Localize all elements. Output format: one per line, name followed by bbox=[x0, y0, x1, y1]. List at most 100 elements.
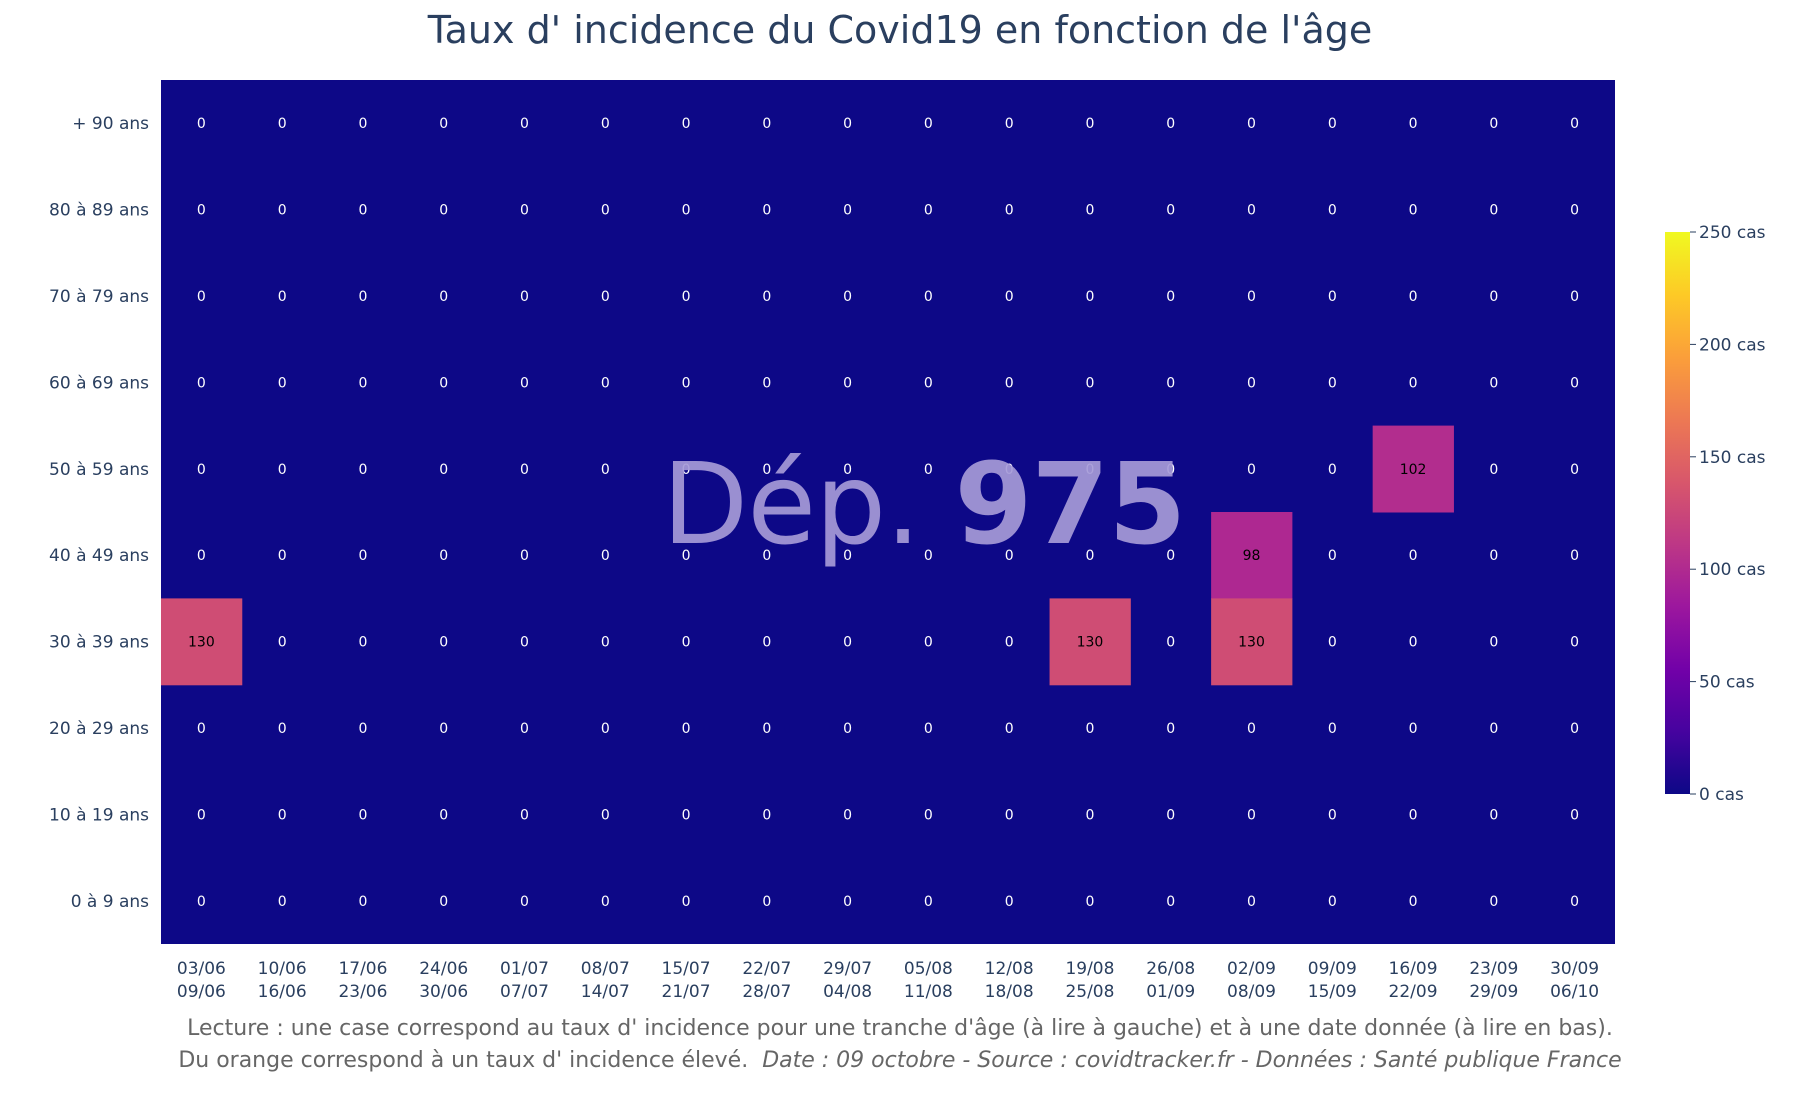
cell-value-label: 0 bbox=[439, 203, 448, 219]
cell-value-label: 0 bbox=[520, 548, 529, 564]
y-tick-label: 10 à 19 ans bbox=[49, 805, 149, 825]
cell-value-label: 0 bbox=[1085, 807, 1094, 823]
cell-value-label: 0 bbox=[762, 894, 771, 910]
cell-value-label: 0 bbox=[1085, 289, 1094, 305]
colorbar-tick-label: 150 cas bbox=[1699, 448, 1766, 468]
cell-value-label: 0 bbox=[439, 116, 448, 132]
cell-value-label: 130 bbox=[188, 635, 215, 651]
cell-value-label: 0 bbox=[1328, 894, 1337, 910]
cell-value-label: 0 bbox=[439, 635, 448, 651]
x-tick-label: 12/08 18/08 bbox=[985, 959, 1034, 1002]
cell-value-label: 0 bbox=[924, 807, 933, 823]
cell-value-label: 0 bbox=[278, 462, 287, 478]
cell-value-label: 0 bbox=[1489, 462, 1498, 478]
cell-value-label: 0 bbox=[601, 116, 610, 132]
cell-value-label: 0 bbox=[1489, 548, 1498, 564]
cell-value-label: 0 bbox=[278, 116, 287, 132]
cell-value-label: 0 bbox=[601, 894, 610, 910]
cell-value-label: 0 bbox=[762, 203, 771, 219]
y-tick-label: 20 à 29 ans bbox=[49, 719, 149, 739]
cell-value-label: 0 bbox=[1409, 807, 1418, 823]
y-tick-label: 0 à 9 ans bbox=[71, 892, 149, 912]
cell-value-label: 0 bbox=[520, 375, 529, 391]
cell-value-label: 0 bbox=[601, 375, 610, 391]
cell-value-label: 0 bbox=[1328, 116, 1337, 132]
cell-value-label: 0 bbox=[520, 462, 529, 478]
cell-value-label: 0 bbox=[358, 548, 367, 564]
cell-value-label: 0 bbox=[1409, 203, 1418, 219]
cell-value-label: 0 bbox=[1085, 721, 1094, 737]
x-tick-label: 05/08 11/08 bbox=[904, 959, 953, 1002]
cell-value-label: 0 bbox=[1005, 635, 1014, 651]
cell-value-label: 0 bbox=[439, 462, 448, 478]
cell-value-label: 0 bbox=[520, 289, 529, 305]
cell-value-label: 0 bbox=[1489, 375, 1498, 391]
cell-value-label: 0 bbox=[278, 375, 287, 391]
cell-value-label: 0 bbox=[1247, 894, 1256, 910]
cell-value-label: 0 bbox=[1570, 375, 1579, 391]
x-axis: 03/06 09/06 10/06 16/06 17/06 23/06 24/06 30/06… bbox=[177, 959, 1599, 1002]
cell-value-label: 0 bbox=[762, 721, 771, 737]
cell-value-label: 0 bbox=[1409, 721, 1418, 737]
cell-value-label: 0 bbox=[682, 894, 691, 910]
cell-value-label: 0 bbox=[1328, 635, 1337, 651]
cell-value-label: 0 bbox=[520, 807, 529, 823]
cell-value-label: 0 bbox=[439, 894, 448, 910]
cell-value-label: 0 bbox=[1570, 116, 1579, 132]
cell-value-label: 0 bbox=[843, 116, 852, 132]
cell-value-label: 0 bbox=[762, 289, 771, 305]
cell-value-label: 0 bbox=[1328, 203, 1337, 219]
cell-value-label: 0 bbox=[601, 462, 610, 478]
cell-value-label: 0 bbox=[197, 894, 206, 910]
cell-value-label: 0 bbox=[358, 203, 367, 219]
cell-value-label: 0 bbox=[1005, 894, 1014, 910]
cell-value-label: 0 bbox=[1489, 894, 1498, 910]
cell-value-label: 0 bbox=[1247, 721, 1256, 737]
chart-title: Taux d' incidence du Covid19 en fonction… bbox=[427, 8, 1373, 52]
colorbar: 0 cas 50 cas 100 cas 150 cas 200 cas 250 cas bbox=[1665, 223, 1766, 805]
cell-value-label: 0 bbox=[1005, 548, 1014, 564]
cell-value-label: 0 bbox=[1005, 721, 1014, 737]
colorbar-tick-label: 200 cas bbox=[1699, 335, 1766, 355]
y-tick-label: 70 à 79 ans bbox=[49, 287, 149, 307]
cell-value-label: 0 bbox=[1570, 462, 1579, 478]
cell-value-label: 0 bbox=[843, 375, 852, 391]
cell-value-label: 0 bbox=[1570, 807, 1579, 823]
cell-value-label: 0 bbox=[278, 635, 287, 651]
cell-value-label: 0 bbox=[278, 289, 287, 305]
cell-value-label: 0 bbox=[924, 116, 933, 132]
cell-value-label: 0 bbox=[1166, 462, 1175, 478]
cell-value-label: 0 bbox=[682, 635, 691, 651]
y-tick-label: 50 à 59 ans bbox=[49, 460, 149, 480]
cell-value-label: 0 bbox=[1005, 289, 1014, 305]
heatmap-cell bbox=[1049, 598, 1131, 686]
cell-value-label: 0 bbox=[682, 548, 691, 564]
cell-value-label: 0 bbox=[682, 807, 691, 823]
cell-value-label: 0 bbox=[1247, 289, 1256, 305]
cell-value-label: 0 bbox=[1166, 721, 1175, 737]
cell-value-label: 0 bbox=[843, 894, 852, 910]
heatmap-cells bbox=[161, 80, 1615, 944]
x-tick-label: 10/06 16/06 bbox=[258, 959, 307, 1002]
cell-value-label: 0 bbox=[1328, 807, 1337, 823]
cell-value-label: 0 bbox=[1489, 203, 1498, 219]
y-axis: + 90 ans 80 à 89 ans 70 à 79 ans 60 à 69 an… bbox=[49, 114, 149, 912]
cell-value-label: 0 bbox=[682, 375, 691, 391]
cell-value-label: 0 bbox=[278, 807, 287, 823]
cell-value-label: 130 bbox=[1238, 635, 1265, 651]
x-tick-label: 19/08 25/08 bbox=[1065, 959, 1114, 1002]
x-tick-label: 24/06 30/06 bbox=[419, 959, 468, 1002]
cell-value-label: 0 bbox=[682, 116, 691, 132]
cell-value-label: 0 bbox=[1328, 721, 1337, 737]
cell-value-label: 0 bbox=[520, 116, 529, 132]
cell-value-label: 0 bbox=[278, 203, 287, 219]
cell-value-label: 0 bbox=[1085, 894, 1094, 910]
cell-value-label: 0 bbox=[1247, 116, 1256, 132]
cell-value-label: 0 bbox=[358, 635, 367, 651]
cell-value-label: 0 bbox=[924, 721, 933, 737]
cell-value-label: 0 bbox=[520, 894, 529, 910]
cell-value-label: 0 bbox=[1166, 375, 1175, 391]
cell-value-label: 0 bbox=[1489, 807, 1498, 823]
cell-value-label: 0 bbox=[682, 721, 691, 737]
